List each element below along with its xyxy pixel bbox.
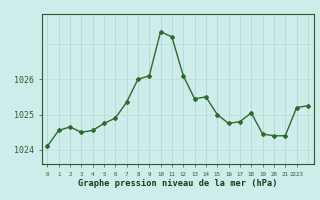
X-axis label: Graphe pression niveau de la mer (hPa): Graphe pression niveau de la mer (hPa) (78, 179, 277, 188)
